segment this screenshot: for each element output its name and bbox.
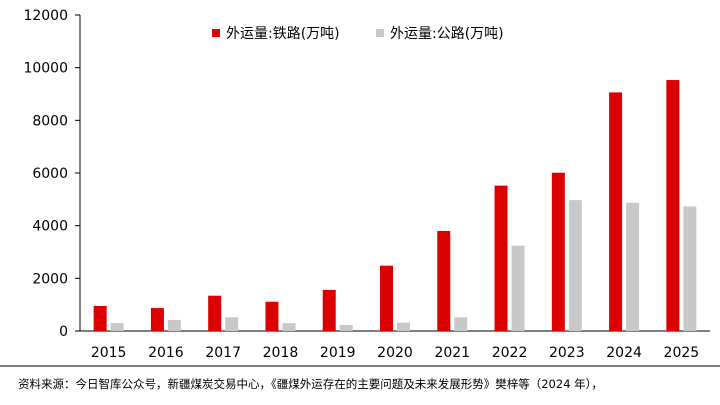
x-tick-label: 2020	[377, 345, 413, 361]
x-tick-label: 2015	[91, 345, 127, 361]
y-tick-label: 6000	[32, 166, 68, 182]
bar-rail-2018	[265, 301, 279, 331]
source-note: 资料来源：今日智库公众号，新疆煤炭交易中心，《疆煤外运存在的主要问题及未来发展形…	[18, 377, 603, 391]
bar-road-2015	[110, 323, 124, 331]
legend-label: 外运量:铁路(万吨)	[226, 26, 340, 42]
y-tick-label: 10000	[23, 61, 68, 77]
x-axis: 2015 2016 2017 2018 2019 2020 2021 2022 2023 2024…	[80, 330, 710, 361]
x-tick-label: 2022	[492, 345, 528, 361]
bar-rail-2024	[609, 92, 623, 331]
bar-rail-2015	[93, 305, 107, 331]
bar-rail-2016	[150, 308, 164, 331]
bar-road-2018	[282, 323, 296, 331]
x-tick-label: 2021	[434, 345, 470, 361]
bar-rail-2025	[666, 80, 680, 331]
bar-road-2019	[339, 324, 353, 331]
bar-rail-2020	[380, 265, 393, 331]
x-tick-label: 2019	[320, 345, 356, 361]
bar-rail-2022	[494, 185, 508, 331]
x-tick-label: 2018	[263, 345, 299, 361]
bars	[93, 80, 697, 331]
bar-rail-2023	[551, 172, 565, 331]
x-tick-label: 2023	[549, 345, 585, 361]
bar-road-2020	[397, 322, 410, 331]
bar-rail-2019	[322, 289, 336, 331]
bar-road-2016	[167, 319, 181, 331]
legend: 外运量:铁路(万吨) 外运量:公路(万吨)	[212, 26, 504, 42]
x-tick-label: 2017	[205, 345, 241, 361]
bar-road-2021	[454, 317, 468, 331]
bar-road-2024	[626, 202, 640, 331]
bar-rail-2021	[437, 230, 451, 331]
bar-road-2022	[511, 245, 525, 331]
bar-road-2025	[683, 206, 697, 331]
bar-road-2017	[225, 317, 239, 331]
x-tick-label: 2016	[148, 345, 184, 361]
y-tick-label: 12000	[23, 8, 68, 24]
bar-road-2023	[568, 200, 582, 331]
y-tick-label: 0	[59, 324, 68, 340]
legend-label: 外运量:公路(万吨)	[390, 26, 504, 42]
legend-swatch	[212, 29, 220, 37]
bar-rail-2017	[208, 295, 222, 331]
y-axis: 0 2000 4000 6000 8000 10000 12000	[23, 8, 81, 340]
y-tick-label: 8000	[32, 113, 68, 129]
x-tick-label: 2025	[664, 345, 700, 361]
y-tick-label: 2000	[32, 271, 68, 287]
legend-swatch	[376, 29, 384, 37]
x-tick-label: 2024	[606, 345, 642, 361]
y-tick-label: 4000	[32, 219, 68, 235]
